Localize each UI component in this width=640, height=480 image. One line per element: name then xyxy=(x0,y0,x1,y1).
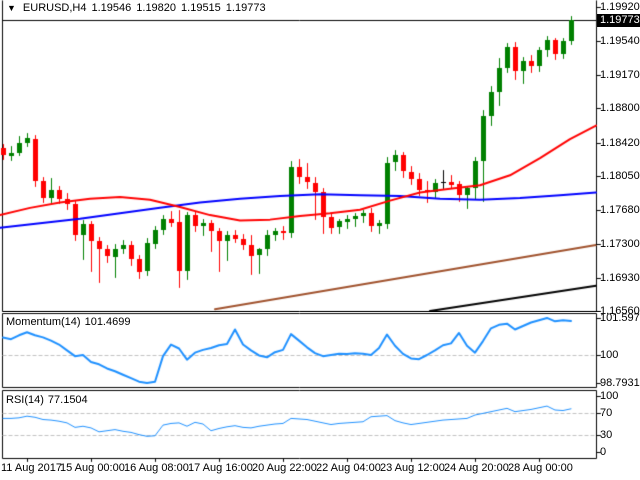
current-price-tag: 1.19773 xyxy=(597,14,640,27)
time-axis-label: 24 Aug 20:00 xyxy=(444,462,509,474)
symbol-period-label: EURUSD,H4 xyxy=(22,2,87,14)
price-axis-label: 1.19540 xyxy=(600,35,640,47)
momentum-axis-label: 101.5973 xyxy=(600,312,640,324)
rsi-axis-label: 0 xyxy=(600,446,607,458)
rsi-axis-label: 100 xyxy=(600,390,619,402)
rsi-value: 77.1504 xyxy=(47,394,88,406)
price-axis-label: 1.18420 xyxy=(600,137,640,149)
time-axis-label: 22 Aug 04:00 xyxy=(316,462,381,474)
time-axis-label: 16 Aug 08:00 xyxy=(124,462,189,474)
momentum-name: Momentum(14) xyxy=(6,316,81,328)
momentum-panel-canvas[interactable] xyxy=(0,312,640,390)
rsi-axis-label: 30 xyxy=(600,429,613,441)
rsi-panel-canvas[interactable] xyxy=(0,388,640,480)
time-axis-label: 17 Aug 16:00 xyxy=(188,462,253,474)
momentum-axis-label: 98.7931 xyxy=(600,377,640,389)
time-axis-label: 20 Aug 22:00 xyxy=(252,462,317,474)
time-axis-label: 11 Aug 2017 xyxy=(1,462,62,474)
time-axis-label: 28 Aug 00:00 xyxy=(508,462,573,474)
momentum-axis-label: 100 xyxy=(600,349,619,361)
momentum-indicator-label: Momentum(14) 101.4699 xyxy=(6,316,130,328)
rsi-axis-label: 70 xyxy=(600,407,613,419)
time-axis-label: 15 Aug 00:00 xyxy=(60,462,125,474)
price-axis-label: 1.18800 xyxy=(600,102,640,114)
price-axis-label: 1.18050 xyxy=(600,170,640,182)
price-axis-label: 1.19170 xyxy=(600,69,640,81)
price-axis-label: 1.19920 xyxy=(600,1,640,13)
rsi-indicator-label: RSI(14) 77.1504 xyxy=(6,394,88,406)
main-price-chart-canvas[interactable] xyxy=(0,0,640,312)
price-axis-label: 1.16930 xyxy=(600,272,640,284)
price-axis-label: 1.17300 xyxy=(600,238,640,250)
momentum-value: 101.4699 xyxy=(84,316,131,328)
chart-dropdown-icon[interactable]: ▼ xyxy=(7,3,16,13)
price-axis-label: 1.16560 xyxy=(600,305,640,317)
high-value: 1.19820 xyxy=(136,2,177,14)
rsi-name: RSI(14) xyxy=(6,394,44,406)
price-axis-label: 1.17680 xyxy=(600,204,640,216)
time-axis-label: 23 Aug 12:00 xyxy=(380,462,445,474)
close-value: 1.19773 xyxy=(225,2,266,14)
low-value: 1.19515 xyxy=(181,2,221,14)
ohlc-header: ▼ EURUSD,H4 1.19546 1.19820 1.19515 1.19773 xyxy=(7,2,266,14)
open-value: 1.19546 xyxy=(91,2,132,14)
